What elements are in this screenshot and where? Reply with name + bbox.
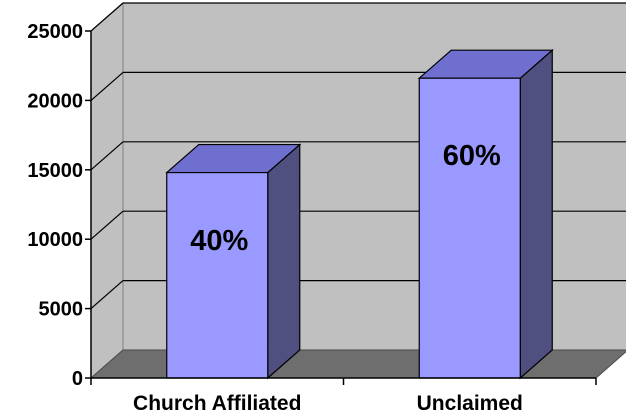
gridline-side [90,71,124,101]
gridline-side [90,141,124,171]
bar [165,143,302,380]
data-label: 60% [443,140,501,172]
bar-front [166,171,269,379]
bar-side [519,48,553,380]
bar-side [267,143,301,380]
category-labels: Church Affiliated Unclaimed [133,392,523,415]
gridline-side [90,280,124,310]
y-tick-label: 15000 [27,160,83,182]
data-label: 40% [190,225,248,257]
y-tick-label: 0 [72,368,83,390]
y-tick-label: 10000 [27,229,83,251]
side-wall [90,1,124,380]
gridline-side [90,2,124,32]
category-label: Church Affiliated [133,392,301,415]
bar [417,48,554,380]
axes [85,30,597,385]
bar-front [418,77,521,379]
y-tick-label: 25000 [27,21,83,43]
data-labels: 40% 60% [190,140,501,257]
bars [165,48,554,380]
y-tick-labels: 0 5000 10000 15000 20000 25000 [27,21,83,390]
y-tick-label: 5000 [39,299,84,321]
gridline-side [90,210,124,240]
y-tick-label: 20000 [27,90,83,112]
category-label: Unclaimed [417,392,523,415]
